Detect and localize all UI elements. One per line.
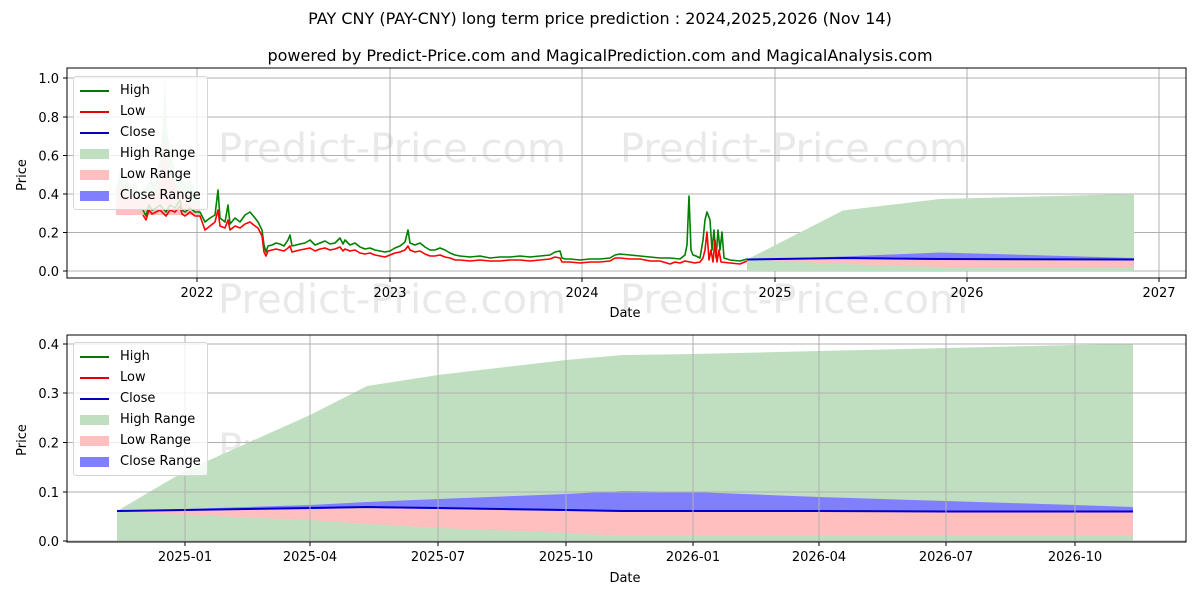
legend-item-low-range: Low Range xyxy=(80,430,201,451)
svg-text:2024: 2024 xyxy=(565,286,598,301)
legend-item-high-range: High Range xyxy=(80,409,201,430)
legend-item-low: Low xyxy=(80,101,201,122)
svg-text:2027: 2027 xyxy=(1142,286,1175,301)
legend-item-low-range: Low Range xyxy=(80,164,201,185)
high-line-swatch-icon xyxy=(80,89,109,92)
svg-text:0.0: 0.0 xyxy=(38,535,59,550)
svg-text:2026-10: 2026-10 xyxy=(1048,550,1102,565)
high-range-swatch-icon xyxy=(80,148,109,159)
high-line-swatch-icon xyxy=(80,355,109,358)
svg-text:0.2: 0.2 xyxy=(38,437,59,452)
top-chart: Predict-Price.com Predict-Price.com Pred… xyxy=(15,67,1187,323)
legend-item-low: Low xyxy=(80,367,201,388)
legend-item-high: High xyxy=(80,346,201,367)
svg-text:0.8: 0.8 xyxy=(38,111,59,126)
low-line-swatch-icon xyxy=(80,376,109,379)
close-range-swatch-icon xyxy=(80,190,109,201)
plot-frame xyxy=(66,67,1187,279)
svg-text:2026: 2026 xyxy=(950,286,983,301)
svg-text:0.4: 0.4 xyxy=(38,338,59,353)
watermark: Predict-Price.com xyxy=(218,126,566,172)
legend-item-high: High xyxy=(80,80,201,101)
chart-title: PAY CNY (PAY-CNY) long term price predic… xyxy=(308,9,892,28)
svg-text:2025: 2025 xyxy=(758,286,791,301)
bottom-x-ticks: 2025-01 2025-04 2025-07 2025-10 2026-01 … xyxy=(158,550,1102,565)
top-y-ticks: 0.0 0.2 0.4 0.6 0.8 1.0 xyxy=(38,72,59,280)
low-range-swatch-icon xyxy=(80,169,109,180)
top-x-ticks: 2022 2023 2024 2025 2026 2027 xyxy=(180,286,1175,301)
historical-lines xyxy=(142,189,748,265)
svg-text:1.0: 1.0 xyxy=(38,72,59,87)
close-line-swatch-icon xyxy=(80,131,109,134)
bottom-legend: High Low Close High Range Low Range Clos… xyxy=(73,342,208,476)
legend-item-high-range: High Range xyxy=(80,143,201,164)
legend-item-close: Close xyxy=(80,122,201,143)
svg-text:2025-07: 2025-07 xyxy=(411,550,465,565)
svg-text:0.6: 0.6 xyxy=(38,150,59,165)
bottom-y-ticks: 0.0 0.1 0.2 0.3 0.4 xyxy=(38,338,59,550)
svg-text:2025-10: 2025-10 xyxy=(539,550,593,565)
chart-subtitle: powered by Predict-Price.com and Magical… xyxy=(267,46,933,65)
close-line-swatch-icon xyxy=(80,397,109,400)
top-y-axis-label: Price xyxy=(15,159,30,191)
svg-text:0.2: 0.2 xyxy=(38,227,59,242)
legend-item-close-range: Close Range xyxy=(80,451,201,472)
svg-text:0.3: 0.3 xyxy=(38,387,59,402)
svg-text:2025-01: 2025-01 xyxy=(158,550,212,565)
plot-frame xyxy=(66,334,1187,543)
high-range-swatch-icon xyxy=(80,414,109,425)
svg-text:2026-04: 2026-04 xyxy=(792,550,846,565)
watermark: Predict-Price.com xyxy=(620,277,968,323)
bottom-chart: Predict-Price.com Predict-Price.com 202 xyxy=(15,334,1187,586)
legend-item-close: Close xyxy=(80,388,201,409)
svg-text:0.4: 0.4 xyxy=(38,188,59,203)
watermark: Predict-Price.com xyxy=(218,277,566,323)
bottom-x-axis-label: Date xyxy=(609,571,640,586)
svg-text:2023: 2023 xyxy=(373,286,406,301)
svg-text:2026-07: 2026-07 xyxy=(919,550,973,565)
svg-text:2026-01: 2026-01 xyxy=(666,550,720,565)
low-line-swatch-icon xyxy=(80,110,109,113)
top-x-axis-label: Date xyxy=(609,306,640,321)
svg-text:2022: 2022 xyxy=(180,286,213,301)
close-range-swatch-icon xyxy=(80,456,109,467)
legend-item-close-range: Close Range xyxy=(80,185,201,206)
svg-text:0.1: 0.1 xyxy=(38,486,59,501)
bottom-y-axis-label: Price xyxy=(15,424,30,456)
top-legend: High Low Close High Range Low Range Clos… xyxy=(73,76,208,210)
watermark: Predict-Price.com xyxy=(620,126,968,172)
svg-text:0.0: 0.0 xyxy=(38,265,59,280)
forecast-ranges xyxy=(746,194,1135,271)
low-range-swatch-icon xyxy=(80,435,109,446)
svg-text:2025-04: 2025-04 xyxy=(283,550,337,565)
